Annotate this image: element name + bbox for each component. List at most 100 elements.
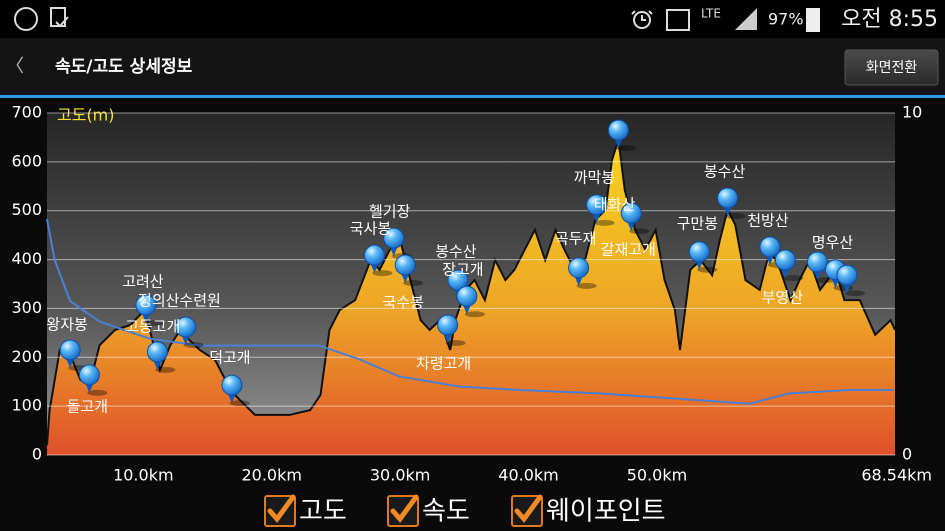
- battery-icon: [806, 8, 820, 32]
- waypoint-pin[interactable]: [568, 257, 597, 289]
- pin-head: [394, 254, 416, 276]
- pin-shadow: [616, 145, 637, 152]
- pin-head: [175, 316, 197, 338]
- waypoint-label: 봉수산: [435, 243, 477, 261]
- x-tick-label: 10.0km: [113, 466, 173, 485]
- checkmark[interactable]: [514, 494, 543, 524]
- pin-shadow: [594, 219, 615, 226]
- pin-shadow: [783, 275, 804, 282]
- waypoint-label: 장고개: [442, 261, 483, 279]
- waypoint-pin[interactable]: [221, 374, 250, 407]
- pin-head: [620, 202, 642, 224]
- waypoint-label: 고려산: [122, 273, 164, 291]
- y-tick-label: 700: [11, 103, 42, 122]
- legend-label[interactable]: 웨이포인트: [546, 497, 666, 527]
- waypoint-pin[interactable]: [620, 202, 650, 235]
- pin-shadow: [183, 341, 204, 348]
- waypoint-label: 명우산: [812, 234, 854, 252]
- y2-tick-label: 10: [902, 103, 922, 122]
- waypoint-pin[interactable]: [175, 316, 204, 348]
- pin-head: [146, 341, 168, 363]
- waypoint-pin[interactable]: [717, 187, 746, 220]
- waypoint-pin[interactable]: [586, 194, 615, 226]
- waypoint-label: 고동고개: [125, 317, 180, 335]
- network-type: LTE: [701, 7, 721, 21]
- y-axis-title: 고도(m): [57, 106, 115, 125]
- waypoint-pin[interactable]: [437, 314, 466, 347]
- status-icons: [14, 7, 690, 31]
- pin-shadow: [833, 284, 854, 291]
- waypoint-pin[interactable]: [78, 364, 108, 396]
- waypoint-label: 구만봉: [677, 214, 718, 232]
- waypoint-label: 갈재고개: [601, 241, 656, 259]
- waypoint-pin[interactable]: [836, 264, 865, 297]
- pin-shadow: [87, 389, 108, 396]
- waypoint-pin[interactable]: [363, 244, 393, 277]
- pin-head: [774, 249, 796, 271]
- pin-shadow: [697, 266, 718, 273]
- waypoint-pin[interactable]: [607, 119, 637, 152]
- x-tick-label: 40.0km: [498, 466, 558, 485]
- waypoint-label: 헬기장: [369, 203, 411, 221]
- y-tick-label: 0: [32, 445, 42, 464]
- y2-tick-label: 0: [902, 445, 912, 464]
- legend-label[interactable]: 고도: [299, 497, 347, 527]
- waypoint-label: 정의산수련원: [138, 291, 221, 309]
- checkmark[interactable]: [267, 494, 296, 524]
- y-tick-label: 500: [11, 200, 42, 219]
- waypoint-label: 덕고개: [209, 349, 250, 367]
- pin-shadow: [629, 228, 650, 235]
- button-bg[interactable]: [844, 49, 939, 86]
- waypoint-label: 국사봉: [350, 220, 391, 238]
- pin-shadow: [372, 270, 393, 277]
- header-divider: [0, 95, 945, 98]
- battery-level: 97%: [768, 10, 804, 29]
- pin-shadow: [576, 282, 597, 289]
- waypoint-pin[interactable]: [394, 254, 424, 286]
- y-tick-label: 100: [11, 396, 42, 415]
- pin-head: [836, 264, 858, 286]
- pin-shadow: [155, 366, 176, 373]
- waypoint-label: 차령고개: [416, 355, 471, 373]
- pin-head: [78, 364, 100, 386]
- status-bar: [0, 0, 945, 38]
- pin-shadow: [464, 311, 485, 318]
- legend-item[interactable]: 웨이포인트: [511, 494, 666, 527]
- waypoint-label: 돌고개: [67, 397, 108, 415]
- legend-label[interactable]: 속도: [422, 497, 470, 527]
- waypoint-pin[interactable]: [146, 341, 176, 373]
- waypoint-label: 국수봉: [383, 293, 424, 311]
- waypoint-label: 태화산: [594, 195, 636, 213]
- checkmark[interactable]: [390, 494, 419, 524]
- pin-shadow: [229, 400, 250, 407]
- page-title: 속도/고도 상세정보: [55, 57, 193, 77]
- waypoint-pin[interactable]: [456, 285, 485, 318]
- speed-line: [46, 218, 894, 405]
- pin-shadow: [844, 290, 865, 297]
- waypoint-label: 천방산: [747, 211, 789, 229]
- pin-head: [447, 269, 469, 291]
- pin-shadow: [445, 340, 466, 347]
- pin-shadow: [143, 320, 164, 327]
- pin-head: [806, 251, 828, 273]
- pin-head: [456, 285, 478, 307]
- back-button[interactable]: 〈: [6, 56, 24, 77]
- pin-head: [135, 294, 157, 316]
- pin-shadow: [403, 279, 424, 286]
- waypoint-pin[interactable]: [774, 249, 804, 282]
- button-label[interactable]: 화면전환: [866, 60, 918, 76]
- switch-view-button[interactable]: 화면전환: [844, 49, 939, 86]
- x-tick-label: 68.54km: [861, 466, 932, 485]
- waypoint-pin[interactable]: [135, 294, 164, 327]
- pin-head: [383, 227, 405, 249]
- waypoint-label: 왕자봉: [46, 315, 87, 333]
- legend-item[interactable]: 고도: [264, 494, 347, 527]
- waypoint-pin[interactable]: [688, 241, 718, 273]
- pin-head: [759, 236, 781, 258]
- clock: 오전 8:55: [841, 7, 938, 32]
- pin-head: [363, 244, 385, 266]
- legend-item[interactable]: 속도: [387, 494, 470, 527]
- y-tick-label: 200: [11, 347, 42, 366]
